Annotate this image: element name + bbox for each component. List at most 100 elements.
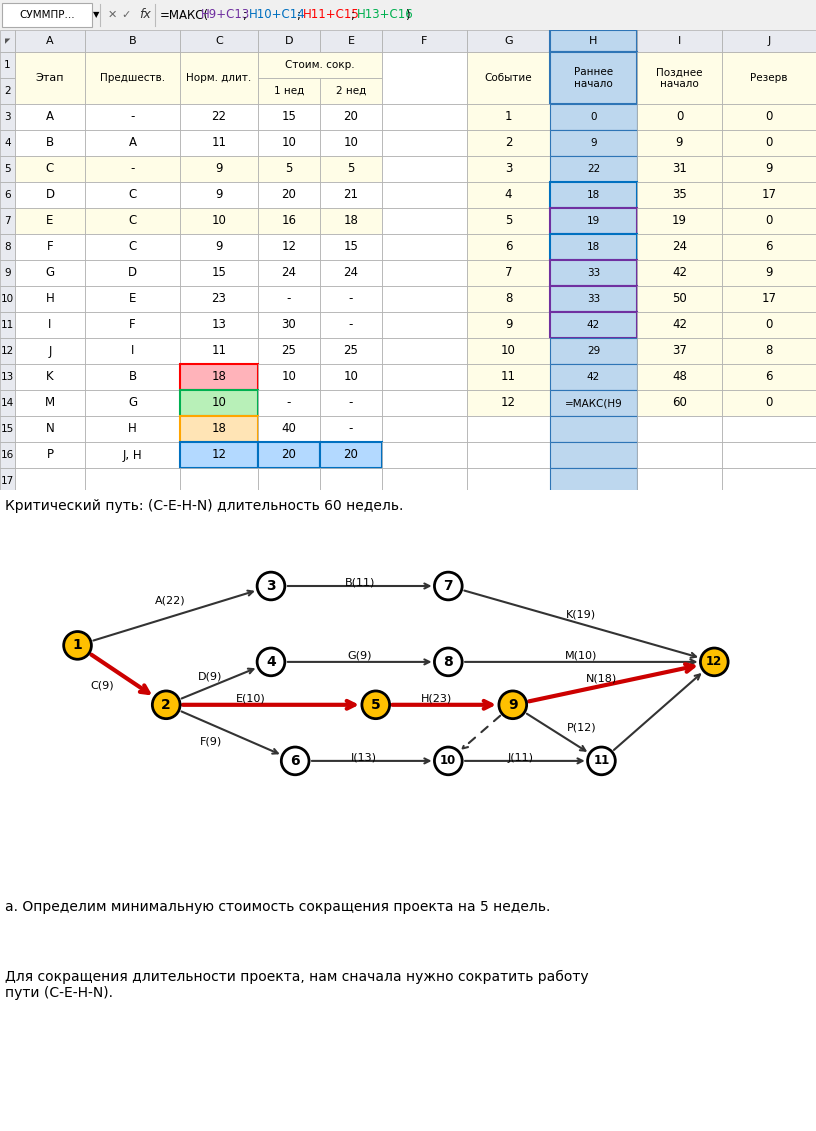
Bar bbox=[320, 390, 382, 416]
Bar bbox=[722, 390, 816, 416]
Bar bbox=[0, 104, 15, 130]
Bar bbox=[722, 104, 816, 130]
Text: -: - bbox=[286, 397, 291, 409]
Text: 14: 14 bbox=[1, 398, 14, 408]
Text: 42: 42 bbox=[672, 319, 687, 331]
Bar bbox=[0, 390, 15, 416]
Text: 19: 19 bbox=[587, 216, 600, 226]
Text: ;: ; bbox=[296, 9, 300, 21]
Text: 1: 1 bbox=[505, 111, 512, 123]
Circle shape bbox=[700, 648, 728, 675]
Bar bbox=[722, 156, 816, 182]
Text: 20: 20 bbox=[282, 449, 296, 461]
Bar bbox=[467, 31, 550, 52]
Text: I: I bbox=[131, 345, 134, 357]
Text: 16: 16 bbox=[1, 450, 14, 460]
Text: C: C bbox=[215, 36, 223, 46]
Text: 11: 11 bbox=[593, 754, 610, 768]
Text: 5: 5 bbox=[4, 164, 11, 174]
Circle shape bbox=[588, 748, 615, 775]
Bar bbox=[0, 442, 15, 468]
Bar bbox=[15, 468, 85, 494]
Bar bbox=[467, 364, 550, 390]
Text: ;: ; bbox=[242, 9, 246, 21]
Text: 37: 37 bbox=[672, 345, 687, 357]
Text: 6: 6 bbox=[765, 371, 773, 383]
Text: 1: 1 bbox=[4, 60, 11, 70]
Text: 48: 48 bbox=[672, 371, 687, 383]
Text: 11: 11 bbox=[501, 371, 516, 383]
Bar bbox=[258, 286, 320, 312]
Bar bbox=[258, 416, 320, 442]
Text: 0: 0 bbox=[765, 215, 773, 227]
Bar bbox=[550, 156, 637, 182]
Bar bbox=[382, 312, 467, 338]
Bar bbox=[15, 338, 85, 364]
Bar bbox=[180, 442, 258, 468]
Text: 15: 15 bbox=[344, 241, 358, 253]
Text: 17: 17 bbox=[761, 293, 777, 305]
Circle shape bbox=[64, 631, 91, 659]
Bar bbox=[637, 31, 722, 52]
Bar bbox=[258, 182, 320, 208]
Circle shape bbox=[434, 748, 462, 775]
Text: =МАКС(H9: =МАКС(H9 bbox=[565, 398, 623, 408]
Text: H9+C13: H9+C13 bbox=[201, 9, 250, 21]
Bar bbox=[0, 78, 15, 104]
Text: -: - bbox=[131, 111, 135, 123]
Text: 33: 33 bbox=[587, 268, 600, 278]
Bar bbox=[637, 312, 722, 338]
Bar bbox=[467, 468, 550, 494]
Text: 15: 15 bbox=[1, 424, 14, 434]
Text: 50: 50 bbox=[672, 293, 687, 305]
Text: 18: 18 bbox=[211, 423, 226, 435]
Text: 11: 11 bbox=[211, 137, 227, 149]
Bar bbox=[382, 364, 467, 390]
Bar bbox=[550, 208, 637, 234]
Text: 20: 20 bbox=[344, 449, 358, 461]
Bar bbox=[382, 156, 467, 182]
Text: 4: 4 bbox=[4, 138, 11, 148]
Text: 18: 18 bbox=[587, 190, 600, 200]
Bar bbox=[85, 286, 180, 312]
Bar bbox=[320, 31, 382, 52]
Text: Раннее
начало: Раннее начало bbox=[574, 67, 613, 89]
Text: 0: 0 bbox=[765, 397, 773, 409]
Bar bbox=[320, 104, 382, 130]
Text: 0: 0 bbox=[765, 319, 773, 331]
Bar bbox=[85, 208, 180, 234]
Bar bbox=[15, 416, 85, 442]
Bar bbox=[258, 52, 382, 78]
Bar bbox=[320, 156, 382, 182]
Text: 30: 30 bbox=[282, 319, 296, 331]
Bar bbox=[722, 130, 816, 156]
Bar bbox=[467, 104, 550, 130]
Text: K: K bbox=[47, 371, 54, 383]
Text: 3: 3 bbox=[4, 112, 11, 122]
Text: H: H bbox=[128, 423, 137, 435]
Bar bbox=[85, 104, 180, 130]
Bar bbox=[637, 442, 722, 468]
Text: 10: 10 bbox=[344, 371, 358, 383]
Text: 5: 5 bbox=[286, 163, 293, 175]
Text: D: D bbox=[285, 36, 293, 46]
Bar bbox=[0, 364, 15, 390]
Bar bbox=[85, 234, 180, 260]
Bar bbox=[320, 286, 382, 312]
Text: N(18): N(18) bbox=[586, 673, 617, 683]
Text: 3: 3 bbox=[266, 579, 276, 593]
Bar bbox=[15, 364, 85, 390]
Text: 12: 12 bbox=[1, 346, 14, 356]
Bar bbox=[550, 468, 637, 494]
Text: 12: 12 bbox=[211, 449, 227, 461]
Text: -: - bbox=[348, 319, 353, 331]
Bar bbox=[320, 208, 382, 234]
Text: 3: 3 bbox=[505, 163, 512, 175]
Bar bbox=[0, 234, 15, 260]
Bar bbox=[0, 52, 15, 78]
Bar bbox=[258, 338, 320, 364]
Bar bbox=[467, 286, 550, 312]
Bar bbox=[467, 390, 550, 416]
Bar bbox=[637, 260, 722, 286]
Text: 25: 25 bbox=[282, 345, 296, 357]
